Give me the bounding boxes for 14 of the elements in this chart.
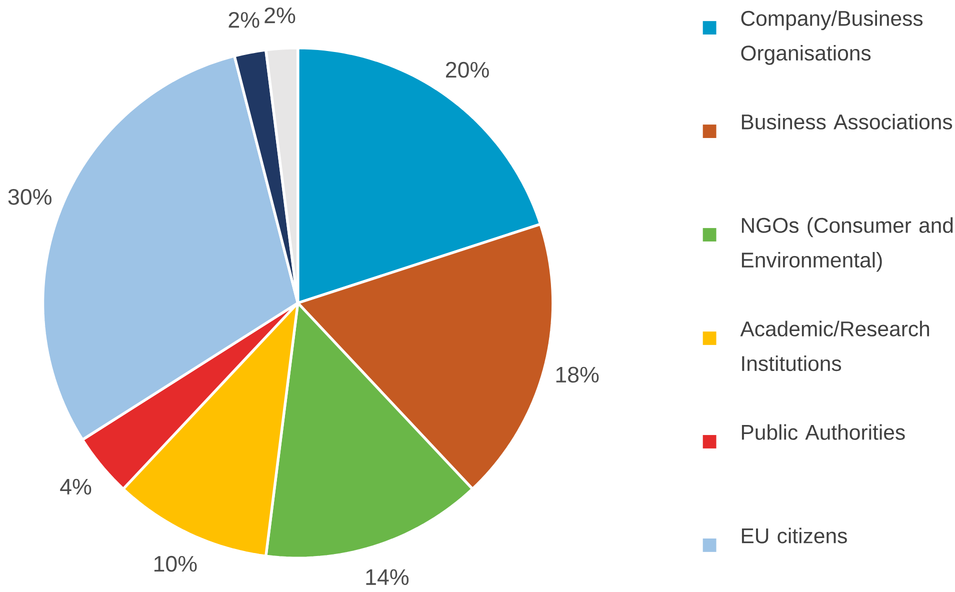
data-label: 10% <box>154 556 197 572</box>
legend-label: Business Associations <box>742 114 952 130</box>
legend-label: EU citizens <box>742 528 847 544</box>
data-label: 14% <box>366 569 409 585</box>
data-label: 2% <box>228 12 260 28</box>
data-label: 18% <box>556 366 599 382</box>
data-label: 30% <box>8 188 52 205</box>
legend-label: NGOs (Consumer and Environmental) <box>742 217 953 272</box>
data-label: 20% <box>446 62 489 78</box>
legend-label: Academic/Research Institutions <box>740 320 930 371</box>
legend-label: Public Authorities <box>742 424 905 440</box>
legend-label: Company/Business Organisations <box>741 10 923 65</box>
data-label: 4% <box>60 478 92 494</box>
data-label: 2% <box>264 7 296 24</box>
